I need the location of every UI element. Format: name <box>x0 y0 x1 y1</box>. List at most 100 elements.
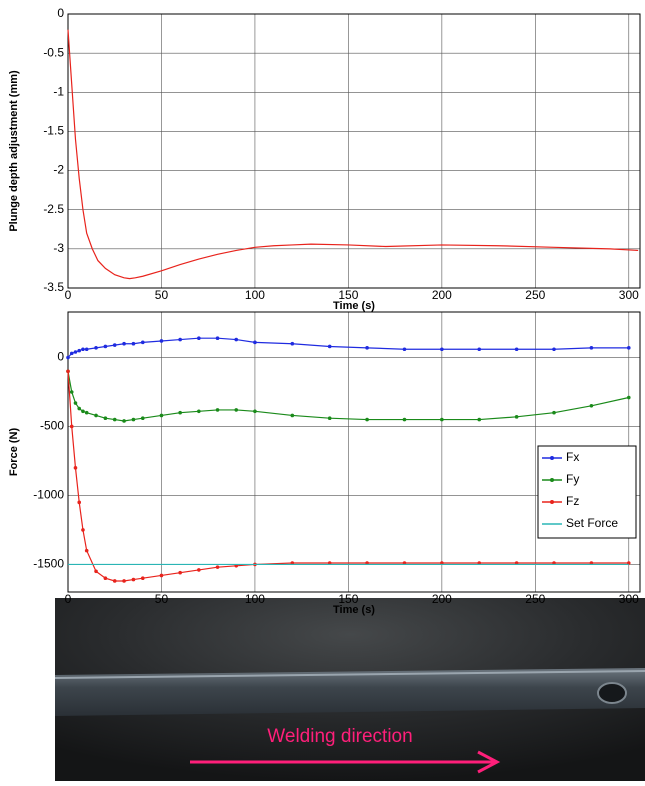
series-line <box>67 371 629 422</box>
y-tick-label: -1000 <box>33 488 64 502</box>
y-tick-label: 0 <box>57 6 64 20</box>
x-tick-label: 100 <box>245 592 265 606</box>
data-point <box>178 337 182 342</box>
data-point <box>81 409 85 414</box>
data-point <box>77 406 82 411</box>
data-point <box>84 410 89 415</box>
data-point <box>103 576 108 581</box>
data-point <box>215 565 220 569</box>
data-point <box>77 348 82 353</box>
data-point <box>178 570 182 575</box>
x-tick-label: 250 <box>525 592 545 606</box>
y-tick-label: 0 <box>57 350 64 364</box>
legend-label: Set Force <box>566 516 618 530</box>
data-point <box>626 395 631 400</box>
data-point <box>290 413 295 418</box>
x-axis-label: Time (s) <box>333 604 375 616</box>
data-point <box>402 417 407 422</box>
y-tick-label: -3.5 <box>43 280 64 294</box>
data-point <box>131 417 136 422</box>
plot-frame <box>67 311 641 593</box>
data-point <box>94 569 98 574</box>
data-point <box>73 401 78 405</box>
data-point <box>122 419 126 423</box>
data-point <box>365 417 369 422</box>
data-point <box>178 410 182 415</box>
data-point <box>589 403 594 408</box>
legend: Fx Fy Fz Set Force <box>537 445 637 539</box>
data-point <box>253 409 257 414</box>
data-point <box>253 340 257 345</box>
data-point <box>159 413 164 418</box>
x-tick-label: 300 <box>619 288 639 302</box>
data-point <box>327 416 332 421</box>
plot-area <box>68 14 640 288</box>
y-tick-label: -2.5 <box>43 202 64 216</box>
data-point <box>477 417 482 422</box>
legend-label: Fz <box>566 494 579 508</box>
data-point <box>477 347 482 352</box>
data-point <box>327 344 332 349</box>
data-point <box>81 528 85 532</box>
y-axis-label: Plunge depth adjustment (mm) <box>8 70 20 232</box>
data-point <box>103 344 108 349</box>
x-tick-label: 50 <box>155 288 169 302</box>
series-line <box>67 371 629 582</box>
data-point <box>112 579 117 583</box>
y-tick-label: -1.5 <box>43 124 64 138</box>
data-point <box>66 355 70 360</box>
x-tick-label: 0 <box>65 288 72 302</box>
data-point <box>122 341 126 346</box>
data-point <box>140 576 145 581</box>
data-point <box>215 408 220 412</box>
data-point <box>197 336 201 341</box>
series-line <box>67 337 629 358</box>
data-point <box>131 577 136 582</box>
legend-marker <box>550 478 554 482</box>
data-point <box>159 573 164 578</box>
data-point <box>440 347 444 352</box>
data-point <box>103 416 108 421</box>
legend-box <box>537 445 637 539</box>
series-line <box>67 29 639 280</box>
legend-marker <box>550 456 554 460</box>
y-tick-label: -0.5 <box>43 45 64 59</box>
data-point <box>112 343 117 347</box>
data-point <box>197 409 201 414</box>
data-point <box>94 413 98 418</box>
x-axis-label: Time (s) <box>333 300 375 312</box>
data-point <box>94 346 98 350</box>
y-axis-label: Force (N) <box>8 428 20 477</box>
photo-caption: Welding direction <box>267 726 412 747</box>
data-point <box>112 417 117 422</box>
data-point <box>84 347 89 352</box>
x-tick-label: 50 <box>155 592 169 606</box>
data-point <box>140 340 145 345</box>
y-tick-label: -2 <box>53 163 64 177</box>
data-point <box>626 346 631 350</box>
data-point <box>552 347 556 352</box>
data-point <box>290 341 295 346</box>
data-point <box>77 500 82 505</box>
x-tick-label: 100 <box>245 288 265 302</box>
data-point <box>81 347 85 352</box>
plot: 0 50 100 150 200 250 300 0 -0.5 -1 -1.5 -2 -2.5 -3 -3.… <box>8 6 641 312</box>
legend-label: Fy <box>566 472 579 486</box>
y-tick-label: -3 <box>53 241 64 255</box>
x-tick-label: 150 <box>338 592 358 606</box>
data-point <box>234 337 239 342</box>
legend-marker <box>550 500 554 504</box>
data-point <box>140 416 145 421</box>
data-point <box>402 347 407 352</box>
x-tick-label: 200 <box>432 288 452 302</box>
y-tick-label: -500 <box>40 419 64 433</box>
data-point <box>215 336 220 341</box>
data-point <box>122 579 126 583</box>
data-point <box>552 410 556 415</box>
data-point <box>514 415 519 419</box>
data-point <box>365 346 369 350</box>
x-tick-label: 250 <box>525 288 545 302</box>
data-point <box>84 548 89 553</box>
